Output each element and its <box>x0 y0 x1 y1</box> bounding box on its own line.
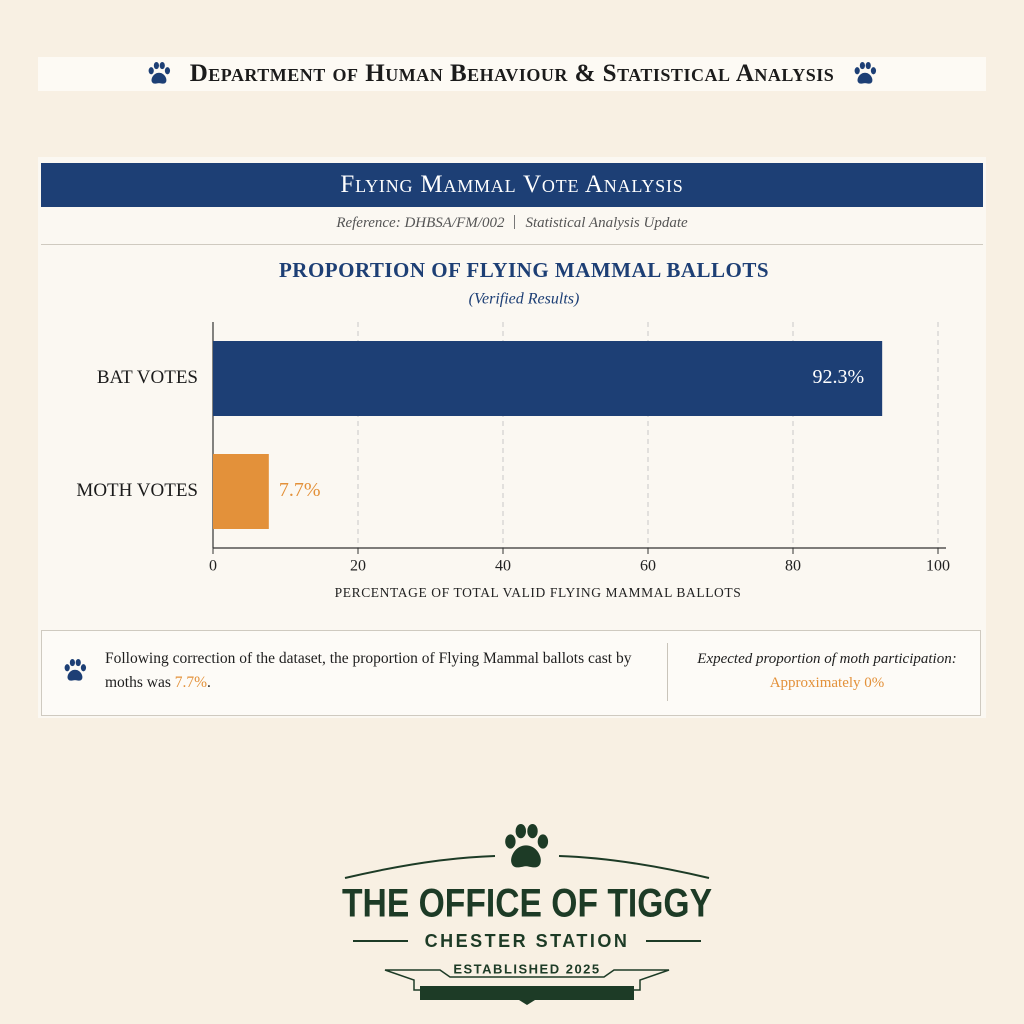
bar <box>213 341 883 416</box>
logo-subtitle: CHESTER STATION <box>425 931 630 951</box>
note-body: Following correction of the dataset, the… <box>105 650 632 691</box>
expected-label: Expected proportion of moth participatio… <box>697 651 957 667</box>
x-tick-label: 0 <box>209 558 217 575</box>
ribbon <box>384 969 670 991</box>
header: Department of Human Behaviour & Statisti… <box>38 57 986 91</box>
panel: Flying Mammal Vote Analysis Reference: D… <box>38 157 986 718</box>
paw-icon <box>852 61 878 87</box>
panel-title: Flying Mammal Vote Analysis <box>41 163 983 207</box>
header-title: Department of Human Behaviour & Statisti… <box>189 60 835 87</box>
x-tick-label: 60 <box>640 558 656 575</box>
logo-established: ESTABLISHED 2025 <box>453 961 600 976</box>
paw-icon <box>62 658 88 684</box>
logo-title: THE OFFICE OF TIGGY <box>342 882 712 926</box>
bar <box>213 454 269 529</box>
arc <box>344 855 496 879</box>
chart: PROPORTION OF FLYING MAMMAL BALLOTS (Ver… <box>76 258 950 600</box>
expected-value: Approximately 0% <box>769 675 885 691</box>
reference-code: Reference: DHBSA/FM/002 <box>336 215 505 231</box>
expected: Expected proportion of moth participatio… <box>682 647 972 695</box>
divider <box>41 244 983 245</box>
x-tick-label: 40 <box>495 558 511 575</box>
update-label: Statistical Analysis Update <box>525 215 688 231</box>
paw-icon <box>505 824 548 867</box>
x-tick-label: 80 <box>785 558 801 575</box>
category-label: BAT VOTES <box>97 367 198 388</box>
note-highlight: 7.7% <box>174 674 208 691</box>
reference: Reference: DHBSA/FM/002 Statistical Analy… <box>38 215 986 232</box>
separator <box>667 643 668 701</box>
separator <box>514 215 516 229</box>
value-label: 7.7% <box>279 479 321 501</box>
x-tick-label: 100 <box>926 558 950 575</box>
chart-title: PROPORTION OF FLYING MAMMAL BALLOTS <box>279 258 769 282</box>
x-axis-label: PERCENTAGE OF TOTAL VALID FLYING MAMMAL … <box>335 585 742 600</box>
category-label: MOTH VOTES <box>76 480 198 501</box>
logo: THE OFFICE OF TIGGY CHESTER STATION ESTA… <box>342 810 712 1005</box>
note-text: Following correction of the dataset, the… <box>105 647 665 695</box>
x-tick-label: 20 <box>350 558 366 575</box>
note-end: . <box>207 674 211 691</box>
paw-icon <box>146 61 172 87</box>
base <box>420 986 634 1005</box>
chart-subtitle: (Verified Results) <box>469 291 580 308</box>
note-box: Following correction of the dataset, the… <box>41 630 981 716</box>
arc <box>558 855 710 879</box>
value-label: 92.3% <box>813 366 865 388</box>
